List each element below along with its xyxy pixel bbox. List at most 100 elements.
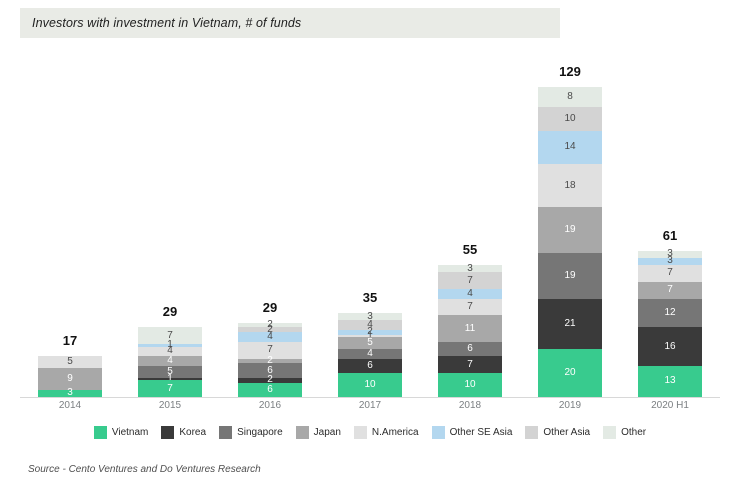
bar-segment-other-asia: 2 xyxy=(238,325,302,334)
bar-segment-vietnam: 10 xyxy=(438,373,502,397)
bar-total-label: 129 xyxy=(559,64,581,80)
bar-segment-singapore: 12 xyxy=(638,298,702,328)
bar-total-label: 17 xyxy=(62,333,78,349)
source-note: Source - Cento Ventures and Do Ventures … xyxy=(28,464,261,475)
bar-segment-other-se-asia: 4 xyxy=(238,332,302,342)
bar-stack-2020-h1: 3 3 7 7 12 16 13 xyxy=(638,249,702,397)
bar-segment-vietnam: 3 xyxy=(38,388,102,398)
bar-group-2015: 29 7 1 4 4 5 1 7 xyxy=(120,57,220,397)
bar-segment-vietnam: 13 xyxy=(638,365,702,397)
plot-area: 17 5 9 3 29 7 1 4 4 5 1 7 29 2 2 4 7 2 6 2 6 35 3 4 2 1 5 4 6 10 55 3 7 4… xyxy=(20,57,720,398)
bar-group-2017: 35 3 4 2 1 5 4 6 10 xyxy=(320,57,420,397)
bar-segment-other: 2 xyxy=(238,320,302,329)
bar-segment-other-se-asia: 4 xyxy=(438,289,502,299)
legend-swatch-other-asia xyxy=(525,426,539,439)
bar-segment-other: 3 xyxy=(638,249,702,259)
x-axis: 2014 2015 2016 2017 2018 2019 2020 H1 xyxy=(20,400,720,411)
bar-segment-vietnam: 6 xyxy=(238,382,302,397)
bar-segment-korea: 16 xyxy=(638,327,702,366)
bar-segment-other-se-asia: 14 xyxy=(538,130,602,165)
bar-segment-n-america: 1 xyxy=(338,330,402,341)
x-axis-label: 2016 xyxy=(258,400,282,411)
legend-item-other-se-asia: Other SE Asia xyxy=(431,426,513,439)
bar-total-label: 29 xyxy=(162,304,178,320)
bar-segment-n-america: 4 xyxy=(138,346,202,357)
bar-segment-other: 3 xyxy=(338,311,402,321)
chart-title-band: Investors with investment in Vietnam, # … xyxy=(20,8,560,38)
bar-total-label: 35 xyxy=(362,290,378,306)
legend-item-singapore: Singapore xyxy=(219,426,283,439)
bar-segment-other-se-asia: 1 xyxy=(138,339,202,350)
x-axis-label: 2017 xyxy=(358,400,382,411)
bar-segment-other-se-asia: 3 xyxy=(638,256,702,266)
legend-swatch-n-america xyxy=(353,426,367,439)
bar-segment-korea: 2 xyxy=(238,375,302,385)
bar-segment-other: 8 xyxy=(538,87,602,107)
bar-segment-other-asia: 10 xyxy=(538,106,602,131)
bar-segment-korea: 21 xyxy=(538,298,602,349)
bar-group-2014: 17 5 9 3 xyxy=(20,57,120,398)
legend-label: Other Asia xyxy=(543,427,591,438)
bar-segment-singapore: 5 xyxy=(138,365,202,378)
bar-segment-n-america: 18 xyxy=(538,164,602,208)
bar-segment-n-america: 7 xyxy=(238,341,302,359)
legend-label: Other xyxy=(621,427,647,438)
bar-segment-other: 3 xyxy=(438,263,502,273)
bar-group-2019: 129 8 10 14 18 19 19 21 20 xyxy=(520,57,620,397)
bar-total-label: 29 xyxy=(262,299,278,315)
legend-item-other: Other xyxy=(603,426,646,439)
legend-item-korea: Korea xyxy=(161,426,206,439)
legend-item-n-america: N.America xyxy=(353,426,419,439)
legend-label: Vietnam xyxy=(111,427,149,438)
bar-segment-n-america: 7 xyxy=(438,298,502,316)
bar-segment-n-america: 7 xyxy=(638,265,702,282)
bar-segment-other-asia: 7 xyxy=(438,272,502,290)
bar-segment-n-america: 5 xyxy=(38,356,102,369)
legend-label: Other SE Asia xyxy=(449,427,513,438)
legend-label: Korea xyxy=(179,427,207,438)
bar-segment-singapore: 19 xyxy=(538,253,602,299)
bar-stack-2018: 3 7 4 7 11 6 7 10 xyxy=(438,263,502,397)
bar-stack-2019: 8 10 14 18 19 19 21 20 xyxy=(538,87,602,397)
bar-total-label: 55 xyxy=(462,242,478,258)
legend-swatch-japan xyxy=(295,426,309,439)
x-axis-label: 2014 xyxy=(58,400,82,411)
x-axis-label: 2015 xyxy=(158,400,182,411)
legend: Vietnam Korea Singapore Japan N.America Other… xyxy=(20,426,720,439)
bar-segment-japan: 11 xyxy=(438,315,502,342)
bar-segment-other: 7 xyxy=(138,327,202,345)
legend-swatch-singapore xyxy=(219,426,233,439)
bar-segment-japan: 2 xyxy=(238,356,302,365)
x-axis-label: 2020 H1 xyxy=(651,400,689,411)
bar-segment-singapore: 6 xyxy=(438,341,502,357)
bar-segment-vietnam: 7 xyxy=(138,380,202,397)
bar-segment-other-asia: 4 xyxy=(338,320,402,330)
bar-segment-japan: 7 xyxy=(638,281,702,299)
bar-segment-japan: 9 xyxy=(38,368,102,390)
bar-stack-2017: 3 4 2 1 5 4 6 10 xyxy=(338,311,402,397)
bar-segment-japan: 4 xyxy=(138,356,202,366)
legend-label: N.America xyxy=(371,427,419,438)
bar-segment-japan: 5 xyxy=(338,337,402,350)
bar-segment-vietnam: 10 xyxy=(338,373,402,397)
bar-segment-korea: 1 xyxy=(138,373,202,384)
legend-swatch-other-se-asia xyxy=(431,426,445,439)
bar-segment-korea: 7 xyxy=(438,356,502,373)
legend-item-japan: Japan xyxy=(295,426,341,439)
bar-group-2018: 55 3 7 4 7 11 6 7 10 xyxy=(420,57,520,397)
legend-item-vietnam: Vietnam xyxy=(93,426,149,439)
bar-group-2020-h1: 61 3 3 7 7 12 16 13 xyxy=(620,57,720,397)
legend-label: Japan xyxy=(313,427,341,438)
bar-segment-vietnam: 20 xyxy=(538,349,602,397)
legend-swatch-other xyxy=(603,426,617,439)
bar-segment-other-se-asia: 2 xyxy=(338,327,402,337)
x-axis-label: 2019 xyxy=(558,400,582,411)
bar-total-label: 61 xyxy=(662,227,678,243)
bar-segment-korea: 6 xyxy=(338,358,402,373)
legend-swatch-korea xyxy=(161,426,175,439)
legend-item-other-asia: Other Asia xyxy=(525,426,590,439)
